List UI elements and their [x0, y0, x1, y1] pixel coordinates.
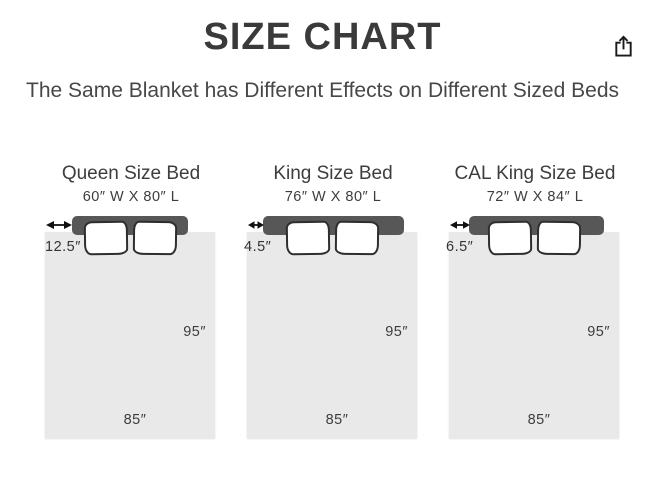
- bed-diagram-queen: Queen Size Bed 60″ W X 80″ L 12.5″ 95″ 8…: [45, 164, 217, 438]
- blanket-width-label: 85″: [123, 412, 147, 428]
- bed-dimensions: 72″ W X 84″ L: [486, 189, 584, 205]
- pillow-left: [487, 220, 532, 256]
- pillow-left: [83, 220, 128, 256]
- bed-illustration: 4.5″ 95″ 85″: [244, 216, 419, 438]
- bed-title: King Size Bed: [273, 163, 393, 184]
- blanket: [45, 232, 215, 438]
- bed-title: Queen Size Bed: [61, 163, 201, 184]
- beds-row: Queen Size Bed 60″ W X 80″ L 12.5″ 95″ 8…: [45, 164, 645, 438]
- share-icon: [614, 35, 632, 57]
- overhang-label: 12.5″: [45, 239, 81, 255]
- pillow-right: [334, 220, 379, 256]
- pillow-left: [285, 220, 330, 256]
- overhang-arrow-icon: [46, 221, 72, 229]
- bed-diagram-king: King Size Bed 76″ W X 80″ L 4.5″ 95″ 85″: [244, 163, 419, 438]
- overhang-label: 4.5″: [244, 239, 272, 255]
- bed-illustration: 6.5″ 95″ 85″: [446, 216, 621, 438]
- blanket-width-label: 85″: [325, 412, 349, 428]
- blanket: [247, 232, 417, 438]
- bed-title: CAL King Size Bed: [454, 163, 616, 184]
- blanket-width-label: 85″: [527, 412, 551, 428]
- pillows: [247, 220, 417, 256]
- blanket-length-label: 95″: [587, 324, 610, 340]
- bed-illustration: 12.5″ 95″ 85″: [45, 216, 217, 438]
- bed-dimensions: 60″ W X 80″ L: [82, 189, 180, 205]
- overhang-arrow-icon: [450, 221, 470, 229]
- pillow-right: [536, 220, 581, 256]
- overhang-arrow-icon: [248, 221, 264, 229]
- pillow-right: [132, 220, 177, 256]
- share-button[interactable]: [609, 32, 637, 60]
- blanket-length-label: 95″: [183, 324, 206, 340]
- page-title: SIZE CHART: [203, 16, 442, 58]
- blanket-length-label: 95″: [385, 324, 408, 340]
- bed-dimensions: 76″ W X 80″ L: [284, 189, 382, 205]
- pillows: [449, 220, 619, 256]
- overhang-label: 6.5″: [446, 239, 474, 255]
- blanket: [449, 232, 619, 438]
- bed-diagram-cal-king: CAL King Size Bed 72″ W X 84″ L 6.5″ 95″…: [446, 163, 621, 438]
- page-subtitle: The Same Blanket has Different Effects o…: [26, 79, 619, 102]
